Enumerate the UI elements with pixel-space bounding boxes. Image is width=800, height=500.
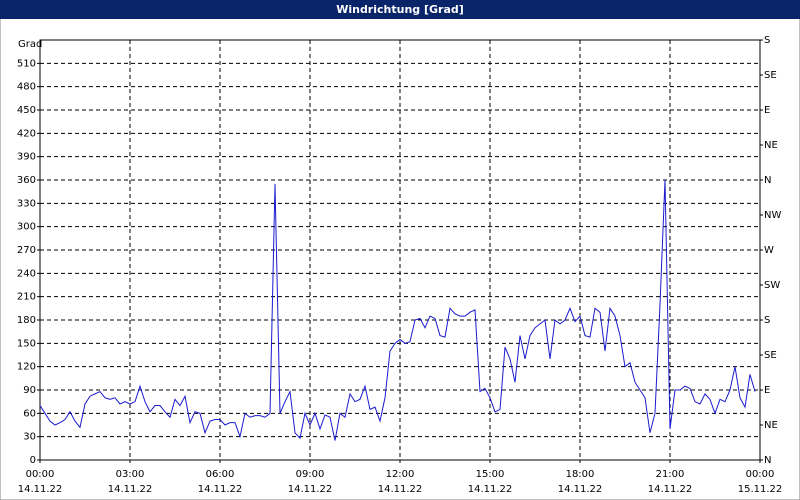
y-tick-label: 390: [17, 152, 36, 163]
y-tick-label: 270: [17, 245, 36, 256]
y2-tick-label: E: [764, 385, 770, 396]
y-tick-label: 360: [17, 175, 36, 186]
x-tick-time: 03:00: [116, 469, 145, 480]
x-tick-time: 15:00: [476, 469, 505, 480]
y2-tick-label: N: [764, 175, 771, 186]
y-tick-label: 300: [17, 222, 36, 233]
chart-title: Windrichtung [Grad]: [336, 3, 464, 16]
x-tick-date: 14.11.22: [648, 484, 693, 495]
x-tick-time: 06:00: [206, 469, 235, 480]
x-tick-date: 14.11.22: [18, 484, 63, 495]
plot-frame: [39, 39, 761, 461]
y-tick-label: 120: [17, 362, 36, 373]
y-tick-label: 510: [17, 58, 36, 69]
y-tick-label: 480: [17, 82, 36, 93]
y-tick-label: 0: [30, 455, 36, 466]
y-tick-label: 90: [23, 385, 36, 396]
title-bar: [0, 0, 800, 19]
y2-tick-label: NW: [764, 210, 781, 221]
y-tick-label: 60: [23, 408, 36, 419]
x-tick-date: 14.11.22: [108, 484, 153, 495]
y-tick-label: 30: [23, 432, 36, 443]
y-tick-label: 150: [17, 338, 36, 349]
x-tick-time: 21:00: [656, 469, 685, 480]
y2-tick-label: NE: [764, 420, 778, 431]
y2-tick-label: S: [764, 35, 770, 46]
y2-tick-label: N: [764, 455, 771, 466]
y-tick-label: 450: [17, 105, 36, 116]
x-tick-date: 14.11.22: [378, 484, 423, 495]
x-tick-date: 14.11.22: [558, 484, 603, 495]
plot-area: 0 30 60 90 120 150 180 210 240 270 300 330 360 390 420…: [17, 35, 782, 495]
x-tick-time: 09:00: [296, 469, 325, 480]
x-tick-date: 14.11.22: [198, 484, 243, 495]
y2-tick-label: SE: [764, 70, 777, 81]
x-tick-time: 12:00: [386, 469, 415, 480]
data-line: [39, 179, 756, 441]
x-tick-date: 14.11.22: [468, 484, 513, 495]
x-tick-date: 14.11.22: [288, 484, 333, 495]
x-tick-time: 18:00: [566, 469, 595, 480]
x-tick-time: 00:00: [746, 469, 775, 480]
y2-tick-label: E: [764, 105, 770, 116]
y-tick-label: 330: [17, 198, 36, 209]
y-tick-label: 240: [17, 268, 36, 279]
y-tick-label: 180: [17, 315, 36, 326]
y2-tick-label: SE: [764, 350, 777, 361]
x-tick-time: 00:00: [26, 469, 55, 480]
y2-tick-label: SW: [764, 280, 780, 291]
y2-tick-label: S: [764, 315, 770, 326]
y-axis-label: Grad: [18, 39, 42, 50]
y-tick-label: 210: [17, 292, 36, 303]
y2-tick-label: W: [764, 245, 774, 256]
x-tick-date: 15.11.22: [738, 484, 783, 495]
y-tick-label: 420: [17, 128, 36, 139]
y2-tick-label: NE: [764, 140, 778, 151]
